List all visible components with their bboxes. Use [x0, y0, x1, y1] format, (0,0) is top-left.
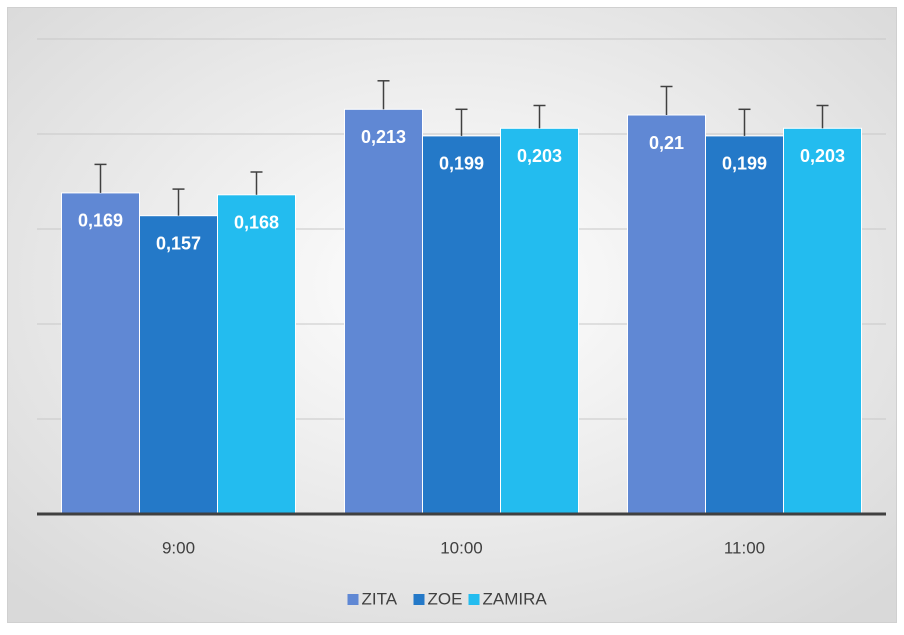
error-bar: [738, 108, 751, 136]
error-bar: [250, 171, 263, 195]
legend-swatch: [413, 594, 425, 605]
bar: [422, 135, 501, 515]
legend-swatch: [347, 594, 359, 605]
legend-swatch: [468, 594, 480, 605]
error-bar: [816, 104, 829, 129]
x-tick-label: 11:00: [724, 538, 765, 557]
bar: [705, 135, 784, 515]
error-bar: [660, 85, 673, 115]
bar: [783, 127, 862, 515]
legend-label: ZITA: [362, 589, 398, 608]
bar: [217, 194, 296, 515]
error-bar: [533, 104, 546, 129]
data-label: 0,199: [439, 154, 484, 174]
data-label: 0,203: [517, 146, 562, 166]
error-bar: [377, 80, 390, 110]
data-label: 0,169: [78, 211, 123, 231]
data-label: 0,203: [800, 146, 845, 166]
legend-label: ZOE: [428, 589, 463, 608]
legend-label: ZAMIRA: [483, 589, 548, 608]
bar: [344, 108, 423, 515]
bar: [500, 127, 579, 515]
bar: [139, 215, 218, 515]
data-label: 0,213: [361, 127, 406, 147]
data-label: 0,168: [234, 213, 279, 233]
x-tick-label: 10:00: [440, 538, 483, 557]
data-label: 0,21: [649, 133, 684, 153]
error-bar: [94, 163, 107, 193]
data-label: 0,199: [722, 154, 767, 174]
error-bar: [172, 188, 185, 216]
bar: [627, 114, 706, 515]
data-label: 0,157: [156, 233, 201, 253]
bar: [61, 192, 140, 515]
error-bar: [455, 108, 468, 136]
x-tick-label: 9:00: [162, 538, 195, 557]
